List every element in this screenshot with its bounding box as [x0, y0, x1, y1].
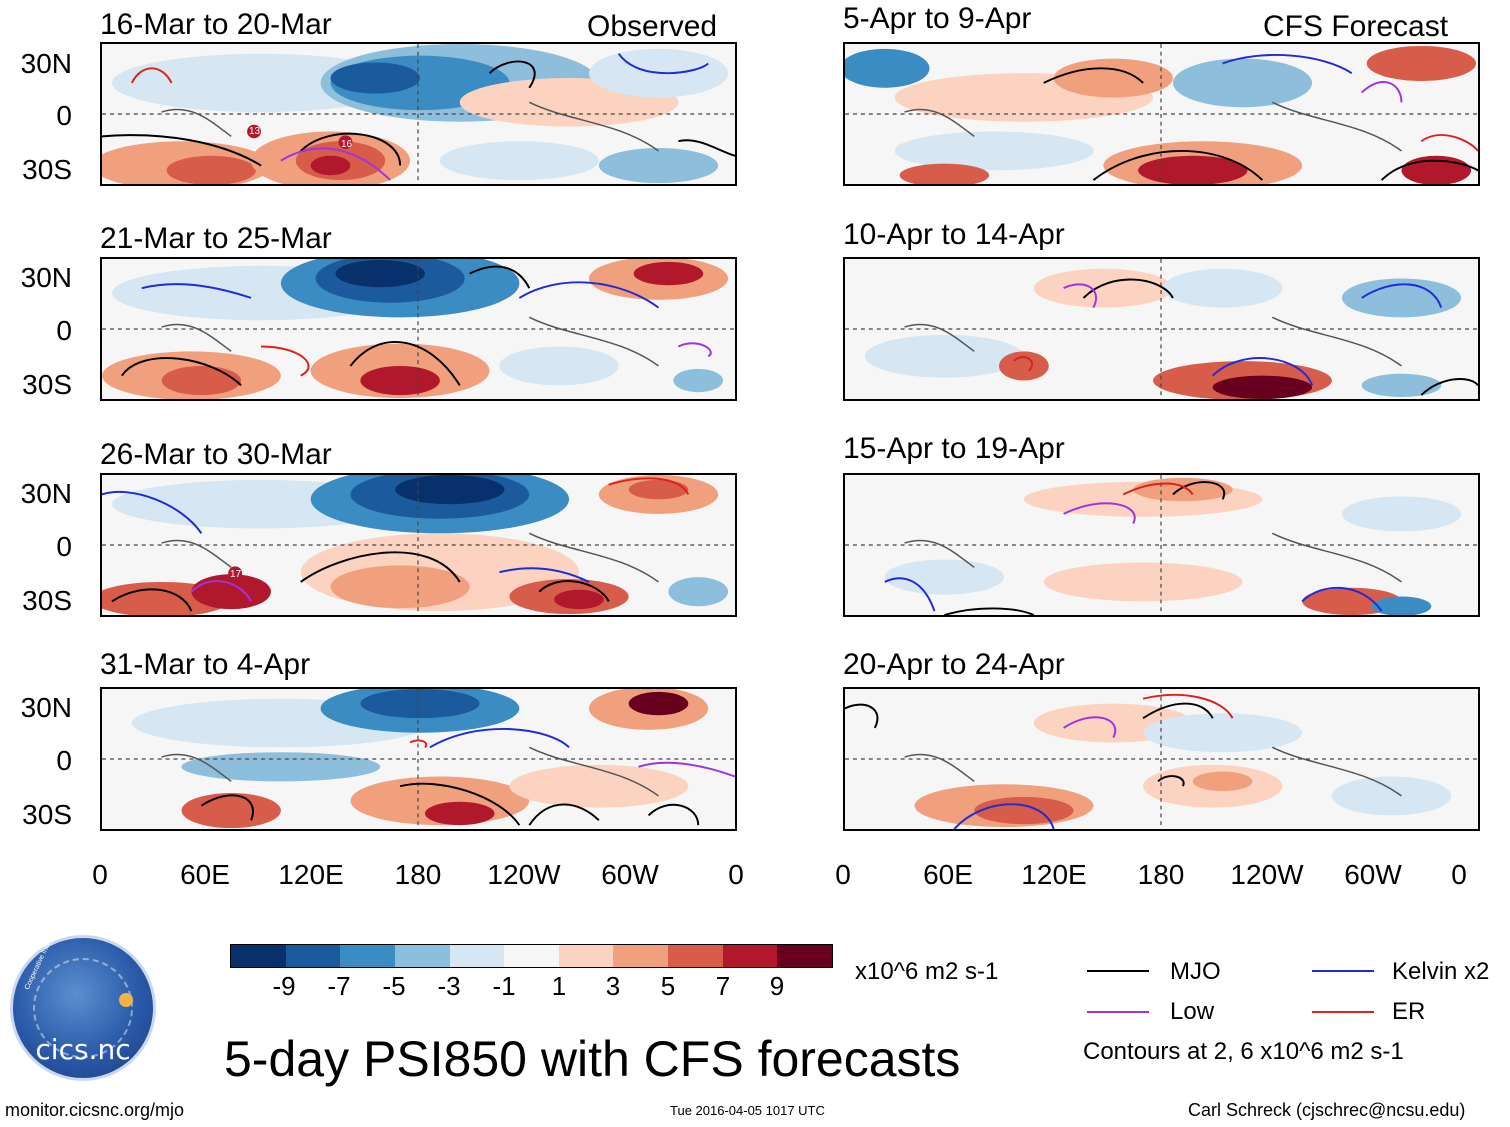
logo-ring — [33, 958, 133, 1058]
legend-label-kelvin: Kelvin x2 — [1392, 958, 1490, 985]
ytick-30s: 30S — [22, 799, 72, 830]
colorbar-label: -9 — [272, 971, 296, 1001]
cicsnc-logo: Cooperative Institute for Climate and Sa… — [10, 858, 156, 1081]
ytick-30s: 30S — [22, 154, 72, 185]
xtick-0-left: 0 — [92, 859, 108, 890]
ytick-eq: 0 — [56, 531, 72, 562]
ytick-30n: 30N — [20, 262, 72, 293]
xtick-0-right: 0 — [835, 859, 851, 890]
colorbar-label: 5 — [660, 971, 676, 1001]
ytick-30s: 30S — [22, 585, 72, 616]
colorbar-label: 3 — [605, 971, 621, 1001]
storm-marker: 13 — [249, 126, 261, 137]
legend-label-low: Low — [1170, 998, 1215, 1025]
colorbar-swatch — [613, 945, 669, 967]
colorbar-label: -1 — [492, 971, 516, 1001]
map-panel-8 — [843, 687, 1480, 831]
footer-author: Carl Schreck (cjschrec@ncsu.edu) — [1188, 1100, 1466, 1120]
xtick-120w-left: 120W — [487, 859, 561, 890]
panel-title-4: 31-Mar to 4-Apr — [100, 648, 311, 681]
colorbar-label: -5 — [382, 971, 406, 1001]
map-panel-2 — [100, 257, 737, 401]
panel-title-1: 16-Mar to 20-Mar — [100, 8, 332, 41]
map-panel-4 — [100, 687, 737, 831]
legend-line-mjo — [1087, 970, 1149, 972]
colorbar-label: 9 — [769, 971, 785, 1001]
colorbar-swatch — [449, 945, 505, 967]
map-panel-1: 13 16 — [100, 42, 737, 186]
panel-title-5: 5-Apr to 9-Apr — [843, 2, 1032, 35]
colorbar-label: 7 — [715, 971, 731, 1001]
observed-label: Observed — [587, 10, 718, 43]
footer-timestamp: Tue 2016-04-05 1017 UTC — [670, 1103, 825, 1118]
colorbar — [230, 944, 833, 968]
cfs-forecast-label: CFS Forecast — [1263, 10, 1449, 43]
storm-marker: 16 — [341, 139, 353, 150]
colorbar-label: -7 — [327, 971, 351, 1001]
logo-text: cics.nc — [35, 1033, 131, 1066]
map-panel-3: 17 — [100, 473, 737, 617]
legend-label-er: ER — [1392, 998, 1426, 1025]
ytick-30n: 30N — [20, 478, 72, 509]
colorbar-label: -3 — [437, 971, 461, 1001]
contour-note: Contours at 2, 6 x10^6 m2 s-1 — [1083, 1038, 1404, 1065]
ytick-30n: 30N — [20, 692, 72, 723]
footer-url: monitor.cicsnc.org/mjo — [5, 1100, 185, 1120]
colorbar-swatch — [722, 945, 778, 967]
colorbar-units: x10^6 m2 s-1 — [855, 958, 999, 985]
panel-title-8: 20-Apr to 24-Apr — [843, 648, 1065, 681]
legend-line-er — [1312, 1011, 1374, 1013]
storm-marker: 17 — [230, 569, 242, 580]
panel-title-6: 10-Apr to 14-Apr — [843, 218, 1065, 251]
ytick-eq: 0 — [56, 745, 72, 776]
xtick-60w-left: 60W — [601, 859, 659, 890]
ytick-30n: 30N — [20, 48, 72, 79]
ytick-eq: 0 — [56, 100, 72, 131]
map-panel-5 — [843, 42, 1480, 186]
xtick-0-right-edge: 0 — [1451, 859, 1467, 890]
colorbar-swatch — [231, 945, 286, 967]
xtick-120w-right: 120W — [1230, 859, 1304, 890]
xtick-0-right-edge-left: 0 — [728, 859, 744, 890]
ytick-eq: 0 — [56, 315, 72, 346]
colorbar-swatch — [777, 945, 833, 967]
panel-title-7: 15-Apr to 19-Apr — [843, 432, 1065, 465]
colorbar-swatch — [504, 945, 559, 967]
xtick-60e-left: 60E — [180, 859, 230, 890]
map-panel-6 — [843, 257, 1480, 401]
colorbar-label: 1 — [551, 971, 567, 1001]
legend-line-low — [1087, 1011, 1149, 1013]
colorbar-swatch — [558, 945, 614, 967]
xtick-180-right: 180 — [1137, 859, 1185, 890]
colorbar-swatch — [668, 945, 723, 967]
xtick-120e-left: 120E — [278, 859, 344, 890]
panel-title-3: 26-Mar to 30-Mar — [100, 438, 332, 471]
legend-label-mjo: MJO — [1170, 958, 1221, 985]
main-title: 5-day PSI850 with CFS forecasts — [224, 1031, 961, 1087]
legend-line-kelvin — [1312, 970, 1374, 972]
xtick-60w-right: 60W — [1344, 859, 1402, 890]
colorbar-swatch — [340, 945, 395, 967]
sun-icon — [119, 993, 133, 1007]
ytick-30s: 30S — [22, 369, 72, 400]
xtick-60e-right: 60E — [923, 859, 973, 890]
panel-title-2: 21-Mar to 25-Mar — [100, 222, 332, 255]
xtick-180-left: 180 — [394, 859, 442, 890]
colorbar-swatch — [394, 945, 450, 967]
colorbar-swatch — [285, 945, 341, 967]
map-panel-7 — [843, 473, 1480, 617]
xtick-120e-right: 120E — [1021, 859, 1087, 890]
